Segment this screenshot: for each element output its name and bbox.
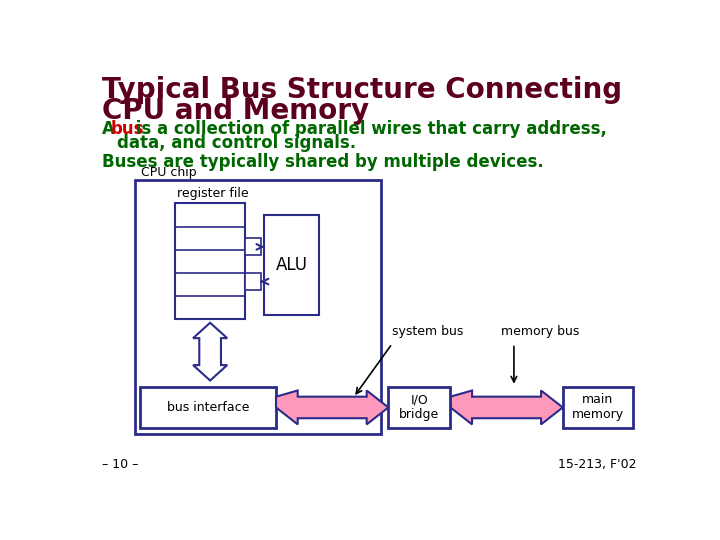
Text: Buses are typically shared by multiple devices.: Buses are typically shared by multiple d… — [102, 153, 544, 171]
Bar — [175, 204, 245, 319]
Bar — [563, 387, 632, 428]
Polygon shape — [276, 390, 388, 424]
Bar — [245, 239, 261, 255]
Text: – 10 –: – 10 – — [102, 458, 138, 471]
Text: main
memory: main memory — [572, 394, 624, 421]
Text: bus: bus — [111, 120, 145, 138]
Text: ALU: ALU — [276, 256, 307, 274]
Text: data, and control signals.: data, and control signals. — [117, 134, 356, 152]
Polygon shape — [451, 390, 563, 424]
Text: system bus: system bus — [392, 325, 464, 338]
Text: memory bus: memory bus — [500, 325, 579, 338]
Text: 15-213, F'02: 15-213, F'02 — [558, 458, 636, 471]
Bar — [135, 180, 381, 434]
Text: bus interface: bus interface — [167, 401, 249, 414]
Text: A: A — [102, 120, 120, 138]
Bar — [264, 215, 319, 315]
Text: Typical Bus Structure Connecting: Typical Bus Structure Connecting — [102, 76, 622, 104]
Text: I/O
bridge: I/O bridge — [400, 394, 439, 421]
Bar — [245, 273, 261, 290]
Bar — [140, 387, 276, 428]
Bar — [388, 387, 451, 428]
Text: is a collection of parallel wires that carry address,: is a collection of parallel wires that c… — [130, 120, 607, 138]
Polygon shape — [193, 323, 228, 381]
Text: register file: register file — [177, 186, 248, 200]
Text: CPU and Memory: CPU and Memory — [102, 97, 369, 125]
Text: CPU chip: CPU chip — [141, 166, 197, 179]
